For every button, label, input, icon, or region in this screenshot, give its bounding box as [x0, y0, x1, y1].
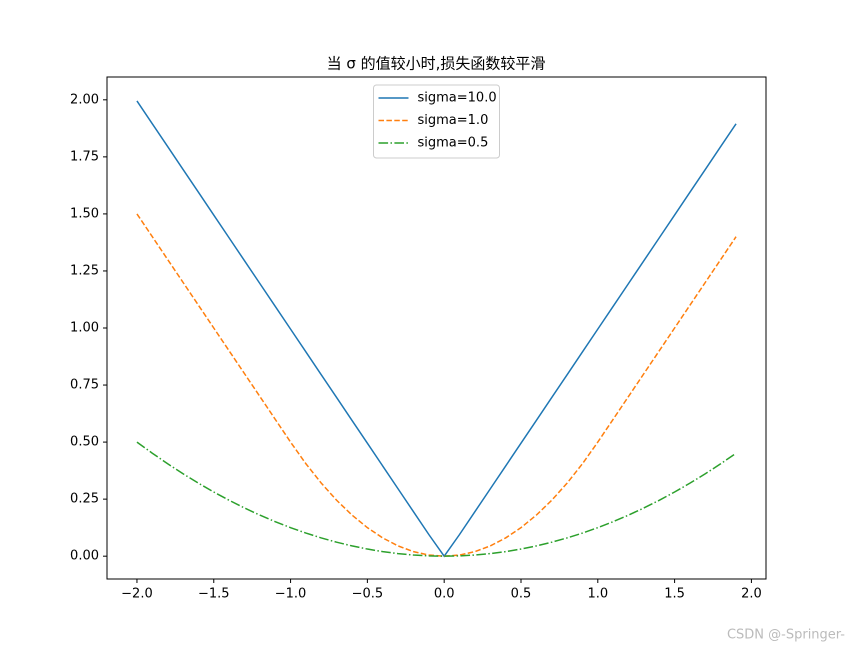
y-tick-label: 0.00 [70, 549, 99, 564]
y-tick-label: 0.50 [70, 435, 99, 450]
x-tick-label: −1.0 [275, 587, 307, 602]
x-tick-label: −2.0 [121, 587, 153, 602]
x-tick-label: 2.0 [741, 587, 762, 602]
x-tick-label: 0.0 [434, 587, 455, 602]
data-line [136, 100, 737, 558]
x-tick-label: 0.5 [511, 587, 532, 602]
chart-title: 当 σ 的值较小时,损失函数较平滑 [327, 55, 546, 73]
y-tick-label: 1.25 [70, 263, 99, 278]
x-tick-label: −0.5 [352, 587, 384, 602]
legend-label: sigma=0.5 [418, 136, 489, 151]
y-tick-label: 0.25 [70, 492, 99, 507]
x-tick-label: 1.0 [587, 587, 608, 602]
data-line [136, 441, 737, 557]
legend-label: sigma=1.0 [418, 113, 489, 128]
watermark: CSDN @-Springer- [727, 628, 845, 643]
x-tick-label: 1.5 [664, 587, 685, 602]
y-tick-label: 1.50 [70, 206, 99, 221]
y-tick-label: 0.75 [70, 378, 99, 393]
y-tick-label: 1.00 [70, 321, 99, 336]
legend-box [373, 84, 500, 159]
x-tick-label: −1.5 [198, 587, 230, 602]
y-tick-label: 1.75 [70, 149, 99, 164]
legend-label: sigma=10.0 [418, 91, 497, 106]
y-tick-label: 2.00 [70, 92, 99, 107]
